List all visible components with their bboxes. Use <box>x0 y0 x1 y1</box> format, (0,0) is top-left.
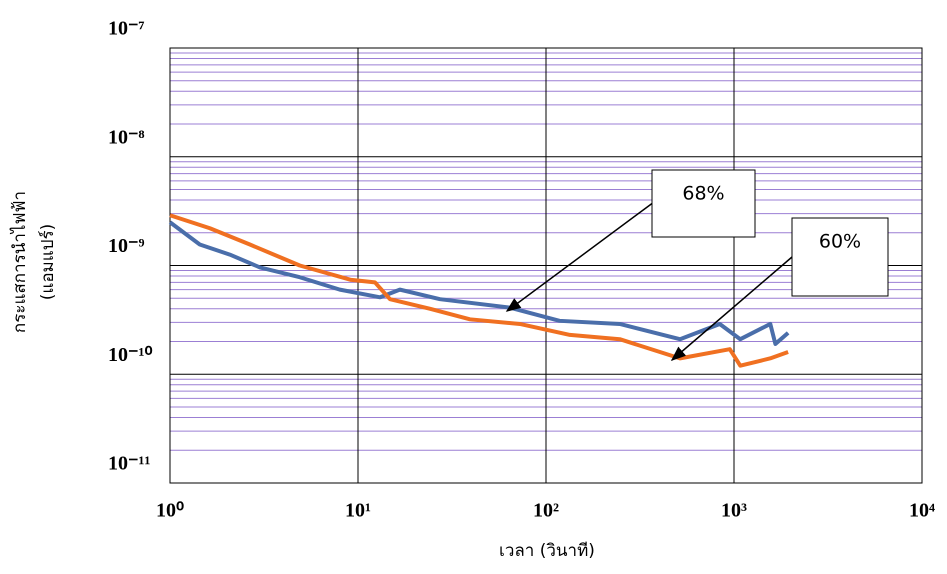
plot-border <box>169 47 923 484</box>
annotation-arrow <box>670 256 793 361</box>
x-tick-label: 10⁰ <box>156 500 184 522</box>
series-line <box>168 220 790 346</box>
annotation-box <box>791 217 889 297</box>
annotation-arrow <box>505 202 653 312</box>
series-line <box>169 213 789 368</box>
y-tick-label: 10⁻⁷ <box>108 18 145 40</box>
annotation-text: 60% <box>819 231 861 253</box>
y-axis-label: กระแสการนำไฟฟ้า <box>9 191 30 333</box>
y-axis-label: (แอมแปร์) <box>38 224 58 301</box>
x-tick-label: 10² <box>533 500 559 522</box>
x-tick-label: 10¹ <box>345 500 371 522</box>
x-tick-label: 10⁴ <box>909 500 935 522</box>
y-tick-label: 10⁻⁸ <box>108 126 145 148</box>
y-tick-label: 10⁻¹¹ <box>108 453 151 475</box>
y-tick-label: 10⁻⁹ <box>108 235 145 257</box>
annotation-box <box>651 169 756 238</box>
annotation-text: 68% <box>682 183 724 205</box>
x-axis-label: เวลา (วินาที) <box>499 541 595 561</box>
y-tick-label: 10⁻¹⁰ <box>108 344 153 366</box>
x-tick-label: 10³ <box>721 500 747 522</box>
